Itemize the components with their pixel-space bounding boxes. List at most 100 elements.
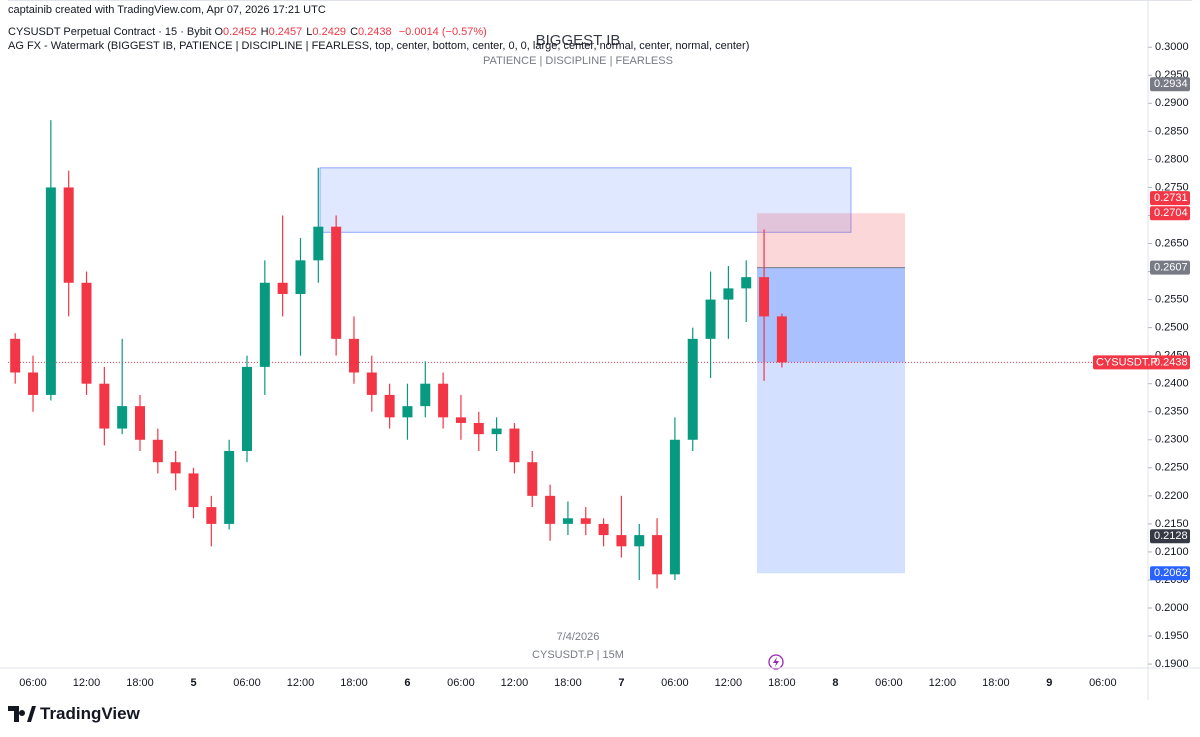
x-tick-label: 9	[1046, 677, 1052, 689]
price-label: 0.2607	[1154, 262, 1188, 274]
price-label-bg	[1150, 77, 1190, 92]
x-tick-label: 12:00	[715, 677, 743, 689]
y-tick-label: 0.2750	[1155, 181, 1189, 193]
candle-body	[188, 473, 199, 508]
watermark-symbol: CYSUSDT.P | 15M	[532, 649, 624, 661]
candle-body	[741, 277, 752, 289]
x-tick-label: 06:00	[875, 677, 903, 689]
ohlc-key: H	[260, 26, 269, 38]
watermark-date: 7/4/2026	[557, 631, 600, 643]
event-icon[interactable]	[768, 654, 784, 670]
change: −0.0014 (−0.57%)	[398, 26, 487, 38]
price-label-bg	[1150, 566, 1190, 581]
candle-body	[277, 282, 288, 294]
ohlc: O0.2452 H0.2457 L0.2429 C0.2438	[214, 26, 395, 38]
symbol: CYSUSDT Perpetual Contract · 15 · Bybit	[8, 26, 212, 38]
x-tick-label: 6	[404, 677, 410, 689]
candle-body	[616, 535, 627, 547]
candle-body	[759, 277, 770, 317]
candle-body	[598, 523, 609, 536]
candle-body	[117, 406, 128, 429]
candle-body	[224, 450, 235, 524]
credit: captainib created with TradingView.com, …	[8, 4, 326, 16]
candle-body	[170, 462, 181, 474]
x-tick-label: 18:00	[340, 677, 368, 689]
price-label-bg	[1150, 191, 1190, 206]
x-tick-label: 06:00	[233, 677, 261, 689]
candle-body	[241, 366, 252, 451]
candle-body	[63, 187, 74, 283]
candle-body	[473, 422, 484, 435]
x-tick-label: 06:00	[19, 677, 47, 689]
drawings	[8, 120, 1148, 589]
stop-zone	[757, 213, 905, 268]
price-label-bg	[1150, 260, 1190, 275]
y-tick-label: 0.2550	[1155, 293, 1189, 305]
x-tick-label: 18:00	[554, 677, 582, 689]
price-label-bg	[1150, 529, 1190, 544]
candle-body	[206, 507, 217, 524]
y-tick-label: 0.2850	[1155, 125, 1189, 137]
y-tick-label: 0.3000	[1155, 41, 1189, 53]
x-tick-label: 06:00	[447, 677, 475, 689]
ohlc-key: C	[350, 26, 359, 38]
candle-body	[99, 383, 110, 429]
y-tick-label: 0.1900	[1155, 658, 1189, 670]
logo	[8, 706, 36, 722]
y-tick-label: 0.2650	[1155, 237, 1189, 249]
x-tick-label: 18:00	[982, 677, 1010, 689]
candle-body	[438, 383, 449, 418]
ohlc-key: L	[306, 26, 313, 38]
x-tick-label: 06:00	[1089, 677, 1117, 689]
y-tick-label: 0.2250	[1155, 462, 1189, 474]
y-tick-label: 0.2400	[1155, 378, 1189, 390]
y-tick-label: 0.2500	[1155, 322, 1189, 334]
x-tick-label: 8	[832, 677, 838, 689]
x-tick-label: 5	[190, 677, 196, 689]
legend: CYSUSDT Perpetual Contract · 15 · Bybit …	[8, 26, 487, 38]
candle-body	[687, 338, 698, 440]
candle-body	[723, 288, 734, 300]
candle-body	[259, 282, 270, 367]
candle-body	[455, 417, 466, 423]
candle-body	[331, 226, 342, 339]
x-tick-label: 12:00	[287, 677, 315, 689]
candle-body	[28, 372, 39, 395]
candle-body	[509, 428, 520, 463]
x-tick-label: 18:00	[768, 677, 796, 689]
candle-body	[10, 338, 21, 373]
candle-body	[545, 495, 556, 524]
watermark-title: BIGGEST IB	[536, 32, 621, 49]
ohlc-value: 0.2429	[312, 26, 347, 38]
y-tick-label: 0.2350	[1155, 406, 1189, 418]
last-price-symbol: CYSUSDT.P	[1096, 356, 1158, 368]
y-tick-label: 0.2300	[1155, 434, 1189, 446]
price-label: 0.2128	[1154, 530, 1188, 542]
y-tick-label: 0.2800	[1155, 153, 1189, 165]
watermark-subtitle: PATIENCE | DISCIPLINE | FEARLESS	[483, 55, 673, 67]
x-tick-label: 12:00	[501, 677, 529, 689]
y-tick-label: 0.2900	[1155, 97, 1189, 109]
brand: TradingView	[40, 704, 140, 723]
chart: BIGGEST IB PATIENCE | DISCIPLINE | FEARL…	[0, 0, 1200, 700]
candle-body	[562, 518, 573, 524]
ohlc-value: 0.2457	[268, 26, 303, 38]
y-tick-label: 0.2150	[1155, 518, 1189, 530]
candle-body	[313, 226, 324, 261]
y-tick-label: 0.2100	[1155, 546, 1189, 558]
price-label: 0.2062	[1154, 567, 1188, 579]
footer: TradingView	[8, 704, 140, 724]
candle-body	[135, 406, 146, 440]
candle-body	[634, 535, 645, 547]
y-tick-label: 0.2200	[1155, 490, 1189, 502]
candle-body	[580, 518, 591, 524]
candle-body	[652, 535, 663, 575]
price-label: 0.2704	[1154, 207, 1188, 219]
x-tick-label: 18:00	[126, 677, 154, 689]
last-price-label: 0.2438	[1154, 356, 1188, 368]
price-label: 0.2934	[1154, 78, 1188, 90]
candle-body	[705, 299, 716, 339]
candle-body	[295, 260, 306, 294]
price-label-bg	[1150, 206, 1190, 221]
